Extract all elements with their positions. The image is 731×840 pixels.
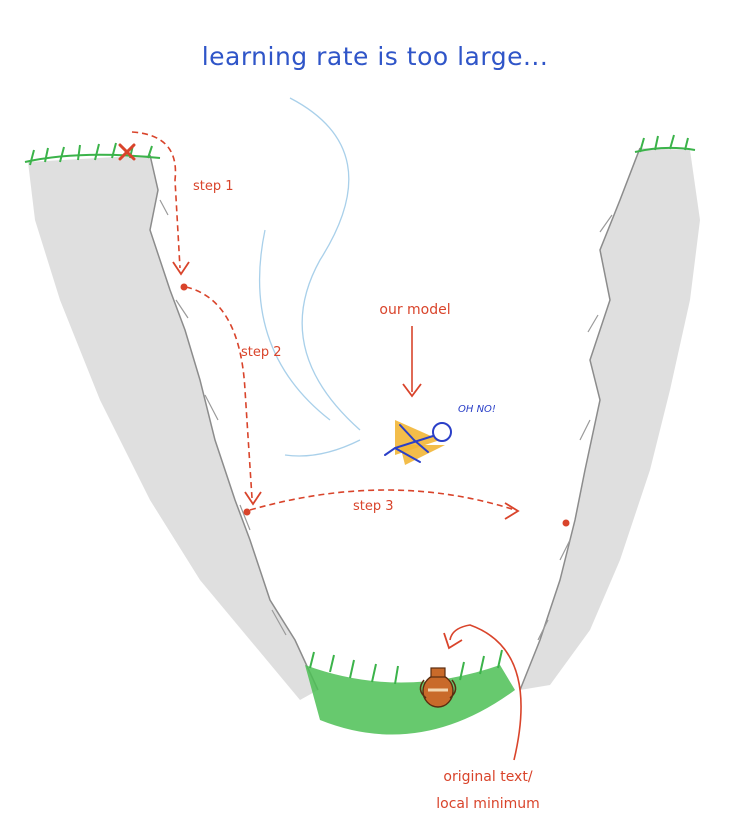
minimum-arrowhead <box>443 632 463 650</box>
page-title: learning rate is too large... <box>202 42 549 71</box>
grass-top-right <box>634 134 696 153</box>
step-3-label: step 3 <box>353 499 394 514</box>
step-2-label: step 2 <box>241 345 282 360</box>
step-1-label: step 1 <box>193 179 234 194</box>
left-cliff <box>28 154 319 700</box>
grass-top-left <box>24 142 161 166</box>
model-arrowhead <box>402 383 422 398</box>
red-x-icon <box>118 143 136 161</box>
right-cliff <box>519 147 700 691</box>
wind-lines <box>258 97 361 457</box>
step-2-arrow <box>185 286 253 499</box>
minimum-label-line-2: local minimum <box>436 796 540 812</box>
step-2-arrowhead <box>244 491 262 506</box>
step-1-arrowhead <box>172 261 190 276</box>
step-1-landing-dot <box>180 283 188 291</box>
step-2-landing-dot <box>243 508 251 516</box>
amphora-vase-icon <box>419 667 457 708</box>
oh-no-exclamation: OH NO! <box>458 404 496 415</box>
minimum-arrow <box>449 624 522 761</box>
grass-valley <box>305 649 515 735</box>
model-label: our model <box>379 302 450 318</box>
winged-stick-figure-icon <box>384 420 452 465</box>
minimum-label-line-1: original text/ <box>443 769 532 785</box>
step-3-arrowhead <box>504 502 520 520</box>
step-1-arrow <box>131 131 181 269</box>
right-wall-dot <box>562 519 570 527</box>
step-3-arrow <box>249 489 516 511</box>
